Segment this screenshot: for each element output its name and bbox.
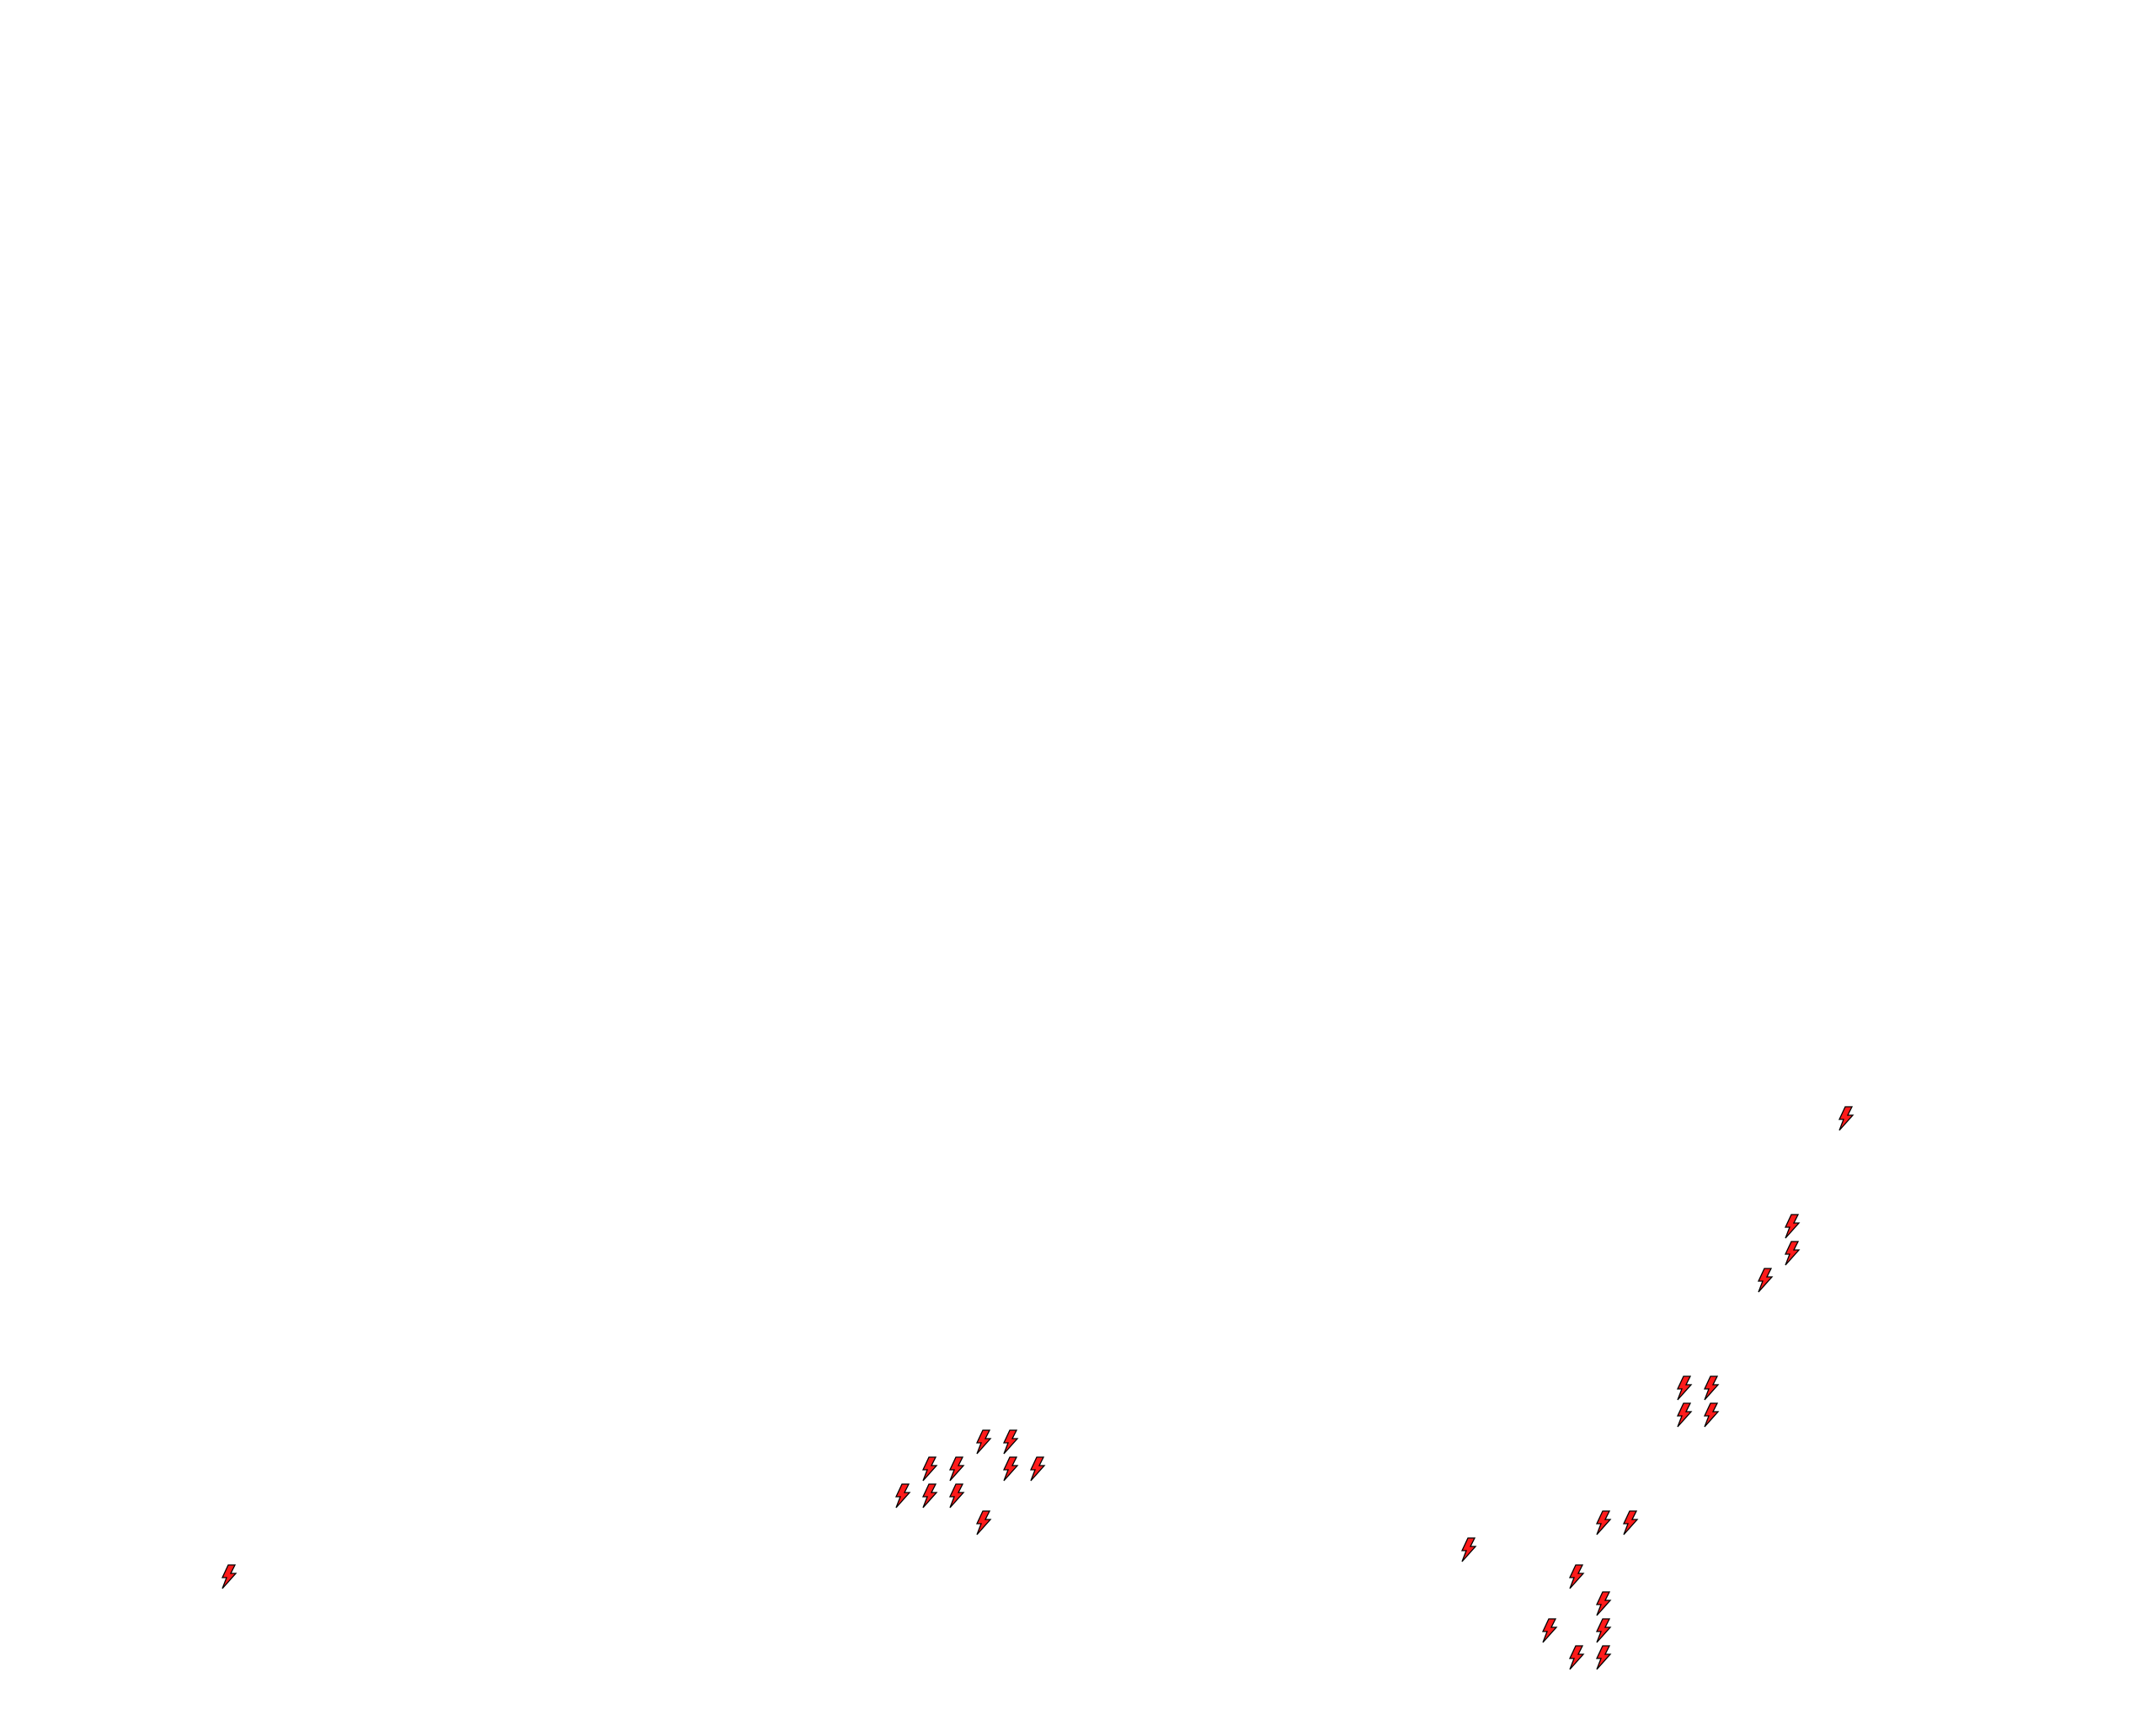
- map-marker[interactable]: [1703, 1375, 1720, 1401]
- lightning-bolt-icon: [1784, 1214, 1801, 1239]
- map-marker[interactable]: [1622, 1510, 1639, 1535]
- lightning-bolt-icon: [894, 1483, 911, 1509]
- lightning-bolt-icon: [1595, 1618, 1612, 1643]
- map-marker[interactable]: [1757, 1268, 1774, 1293]
- lightning-bolt-icon: [921, 1483, 938, 1509]
- lightning-bolt-icon: [948, 1456, 965, 1482]
- map-marker[interactable]: [1595, 1591, 1612, 1616]
- lightning-bolt-icon: [1568, 1645, 1585, 1670]
- lightning-bolt-icon: [1784, 1241, 1801, 1266]
- map-marker[interactable]: [1676, 1375, 1693, 1401]
- lightning-bolt-icon: [1676, 1375, 1693, 1401]
- map-marker[interactable]: [975, 1429, 992, 1455]
- lightning-bolt-icon: [221, 1564, 237, 1589]
- lightning-bolt-icon: [948, 1483, 965, 1509]
- lightning-bolt-icon: [1002, 1429, 1019, 1455]
- map-marker[interactable]: [1029, 1456, 1046, 1482]
- lightning-bolt-icon: [1703, 1375, 1720, 1401]
- lightning-bolt-icon: [1595, 1645, 1612, 1670]
- lightning-bolt-icon: [1703, 1402, 1720, 1428]
- map-marker[interactable]: [1460, 1537, 1477, 1562]
- map-marker[interactable]: [1541, 1618, 1558, 1643]
- lightning-bolt-icon: [1029, 1456, 1046, 1482]
- lightning-bolt-icon: [1838, 1106, 1854, 1131]
- map-marker[interactable]: [1568, 1564, 1585, 1589]
- lightning-bolt-icon: [1676, 1402, 1693, 1428]
- lightning-bolt-icon: [1622, 1510, 1639, 1535]
- map-marker[interactable]: [1676, 1402, 1693, 1428]
- lightning-bolt-icon: [1568, 1564, 1585, 1589]
- map-marker[interactable]: [1838, 1106, 1854, 1131]
- map-marker[interactable]: [1595, 1618, 1612, 1643]
- map-marker[interactable]: [1002, 1456, 1019, 1482]
- map-marker[interactable]: [948, 1456, 965, 1482]
- map-marker[interactable]: [948, 1483, 965, 1509]
- map-marker[interactable]: [1595, 1645, 1612, 1670]
- lightning-bolt-icon: [1595, 1591, 1612, 1616]
- lightning-bolt-icon: [975, 1429, 992, 1455]
- map-marker[interactable]: [921, 1483, 938, 1509]
- lightning-bolt-icon: [975, 1510, 992, 1535]
- lightning-bolt-icon: [921, 1456, 938, 1482]
- map-marker[interactable]: [975, 1510, 992, 1535]
- map-marker[interactable]: [1002, 1429, 1019, 1455]
- lightning-bolt-icon: [1460, 1537, 1477, 1562]
- lightning-bolt-icon: [1002, 1456, 1019, 1482]
- map-marker[interactable]: [1568, 1645, 1585, 1670]
- map-marker[interactable]: [1703, 1402, 1720, 1428]
- map-marker[interactable]: [1784, 1241, 1801, 1266]
- lightning-bolt-icon: [1595, 1510, 1612, 1535]
- map-marker[interactable]: [894, 1483, 911, 1509]
- map-marker[interactable]: [1784, 1214, 1801, 1239]
- lightning-bolt-icon: [1541, 1618, 1558, 1643]
- map-marker[interactable]: [221, 1564, 237, 1589]
- map-marker[interactable]: [1595, 1510, 1612, 1535]
- lightning-bolt-icon: [1757, 1268, 1774, 1293]
- map-marker[interactable]: [921, 1456, 938, 1482]
